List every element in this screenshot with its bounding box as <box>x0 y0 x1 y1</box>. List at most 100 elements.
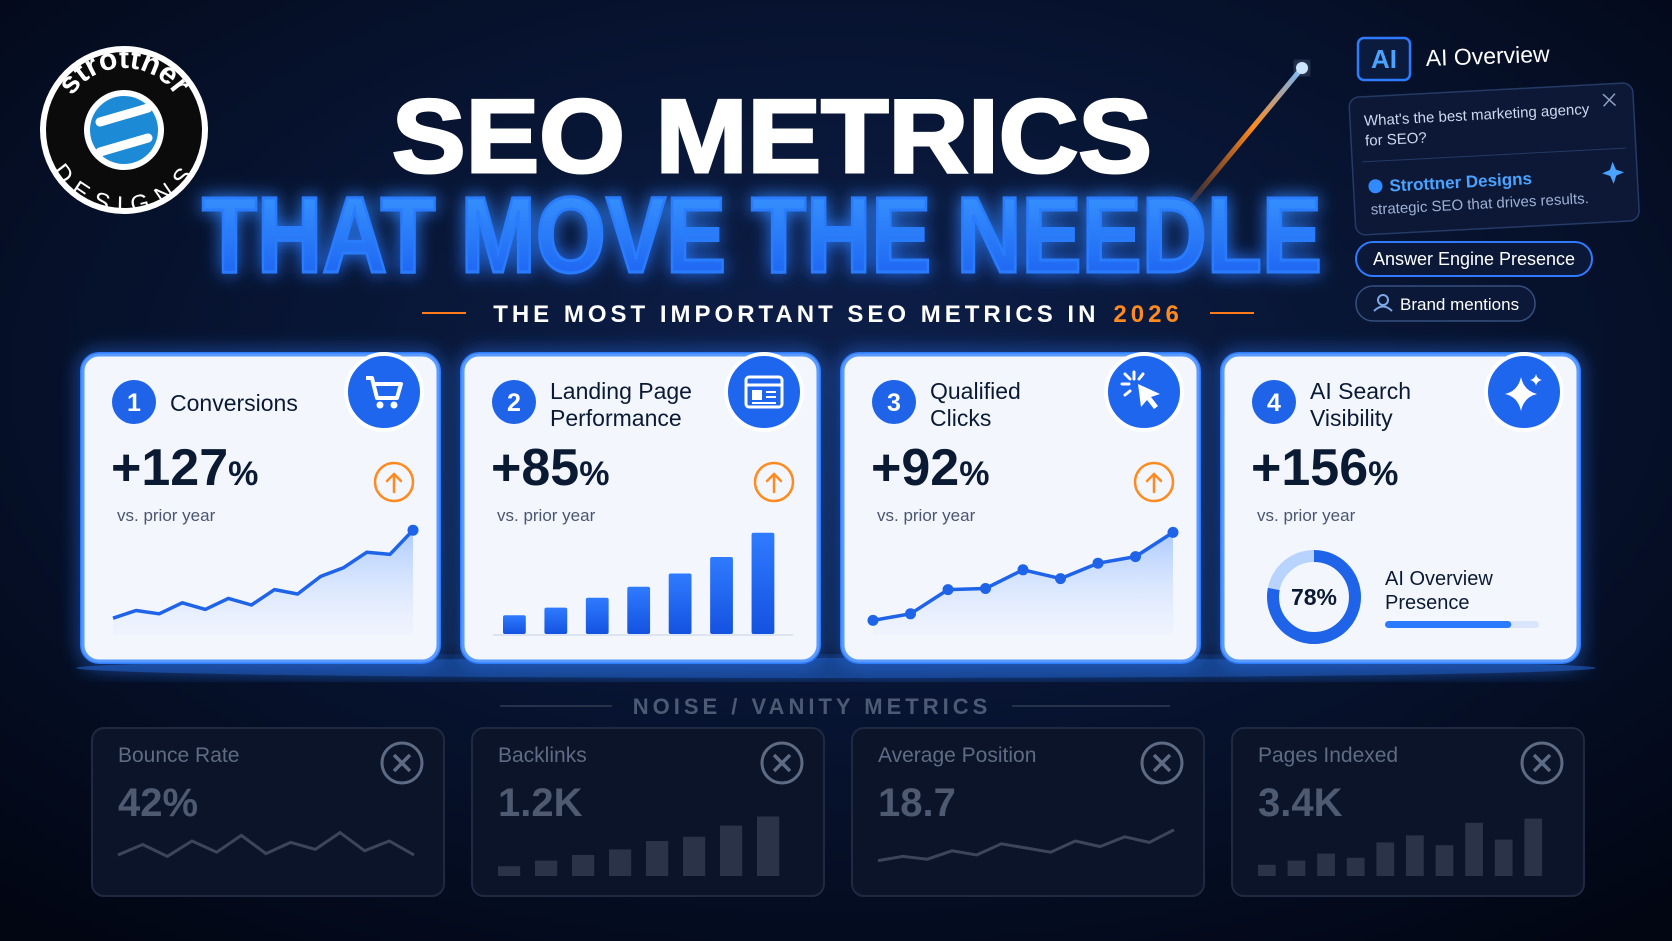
noise-bar <box>1317 853 1335 876</box>
comet-head <box>1296 62 1308 74</box>
noise-bar <box>757 816 780 876</box>
presence-label: AI Overview Presence <box>1385 568 1493 614</box>
metric-unit: % <box>959 455 989 493</box>
subtitle-text: THE MOST IMPORTANT SEO METRICS IN <box>493 301 1099 328</box>
chip-label: Answer Engine Presence <box>1373 249 1575 269</box>
chip[interactable] <box>1355 285 1536 322</box>
trend-area <box>873 532 1173 635</box>
metric-value: +85% <box>491 439 609 497</box>
dot <box>1368 179 1383 194</box>
ai-badge-box <box>1356 36 1412 82</box>
page-icon <box>752 391 776 404</box>
bar <box>710 557 733 634</box>
trend-point <box>980 583 991 594</box>
bar <box>627 586 651 634</box>
trend-line <box>112 528 415 620</box>
card-title: Landing Page Performance <box>550 378 692 431</box>
trend-point <box>1167 526 1179 538</box>
ai-panel: AI AI Overview What's the best marketing… <box>1348 36 1640 322</box>
metric-card: 4 AI Search Visibility +156% vs. prior year 7… <box>1220 352 1581 664</box>
chip[interactable] <box>1355 241 1593 277</box>
card-title-line: AI Search <box>1310 378 1411 404</box>
user-icon <box>1373 305 1393 312</box>
comet <box>1177 65 1305 218</box>
metric-value: +156% <box>1251 439 1398 497</box>
trend-point <box>1017 564 1029 576</box>
noise-value: 42% <box>118 781 198 825</box>
cart-icon <box>366 376 403 400</box>
card-title: Qualified Clicks <box>930 378 1021 431</box>
noise-label: Backlinks <box>498 744 587 767</box>
metric-number: +156 <box>1251 439 1368 497</box>
number: 2 <box>507 389 521 417</box>
title-line-2: THAT MOVE THE NEEDLE <box>202 174 1322 295</box>
metric-note: vs. prior year <box>877 506 976 525</box>
noise-bar <box>646 841 669 876</box>
metric-note: vs. prior year <box>497 506 596 525</box>
card-title-line: Qualified <box>930 378 1021 404</box>
chip-label: Brand mentions <box>1400 295 1519 314</box>
dismiss-x <box>392 753 412 773</box>
noise-bar <box>1524 818 1543 876</box>
ai-question-line: for SEO? <box>1365 130 1428 150</box>
card-title-line: Clicks <box>930 405 991 431</box>
divider <box>1362 147 1626 163</box>
number-badge <box>492 380 536 424</box>
dismiss-x <box>1532 753 1552 773</box>
metric-unit: % <box>228 455 258 493</box>
noise-card: Pages Indexed 3.4K <box>1231 727 1585 897</box>
bar <box>585 597 609 634</box>
noise-bar <box>572 855 595 876</box>
noise-line <box>877 828 1175 863</box>
trend-up <box>373 461 415 503</box>
noise-bar <box>1494 839 1513 876</box>
dismiss[interactable] <box>380 741 424 785</box>
page-icon <box>752 390 762 400</box>
noise-bar <box>1465 822 1483 876</box>
noise-bar <box>609 849 632 876</box>
sparkle-icon <box>1505 377 1537 411</box>
icon-badge <box>344 352 424 432</box>
dismiss[interactable] <box>760 741 804 785</box>
progress-bar <box>1385 621 1512 628</box>
dismiss-x <box>772 753 792 773</box>
trend-arrow <box>765 472 783 494</box>
dismiss-x <box>1152 753 1172 773</box>
trend-point <box>942 584 954 596</box>
ai-card <box>1348 82 1640 236</box>
noise-card: Average Position 18.7 <box>851 727 1205 897</box>
noise-cards: Bounce Rate 42% Backlinks 1.2K Average Posit… <box>91 727 1585 897</box>
metric-card: 2 Landing Page Performance +85% vs. prior ye… <box>460 352 821 664</box>
subtitle: THE MOST IMPORTANT SEO METRICS IN 2026 <box>493 301 1183 328</box>
noise-card: Bounce Rate 42% <box>91 727 445 897</box>
trend-up <box>753 461 795 503</box>
noise-bar <box>1346 857 1365 876</box>
number: 4 <box>1267 389 1281 417</box>
number: 3 <box>887 389 901 417</box>
noise-bar <box>535 860 558 876</box>
dismiss[interactable] <box>1520 741 1564 785</box>
trend-arrow <box>1145 472 1163 494</box>
noise-bar <box>1435 845 1454 876</box>
bar <box>751 532 775 634</box>
card-title-line: Visibility <box>1310 405 1393 431</box>
close-icon[interactable] <box>1602 93 1617 107</box>
trend-point <box>1130 551 1141 563</box>
noise-label: Bounce Rate <box>118 744 239 767</box>
title: SEO METRICS <box>392 79 1152 195</box>
icon-badge <box>724 352 804 432</box>
dismiss[interactable] <box>1140 741 1184 785</box>
noise-bar <box>1287 860 1306 876</box>
number: 1 <box>127 389 141 417</box>
cursor-icon <box>1138 384 1160 409</box>
user-icon <box>1377 294 1389 306</box>
noise-value: 3.4K <box>1258 781 1343 825</box>
donut-arc <box>1267 550 1361 644</box>
metric-unit: % <box>579 455 609 493</box>
noise-value: 18.7 <box>878 781 956 825</box>
trend-up <box>1133 461 1175 503</box>
trend-point <box>1055 573 1066 585</box>
noise-value: 1.2K <box>498 781 583 825</box>
noise-label: Pages Indexed <box>1258 744 1398 767</box>
